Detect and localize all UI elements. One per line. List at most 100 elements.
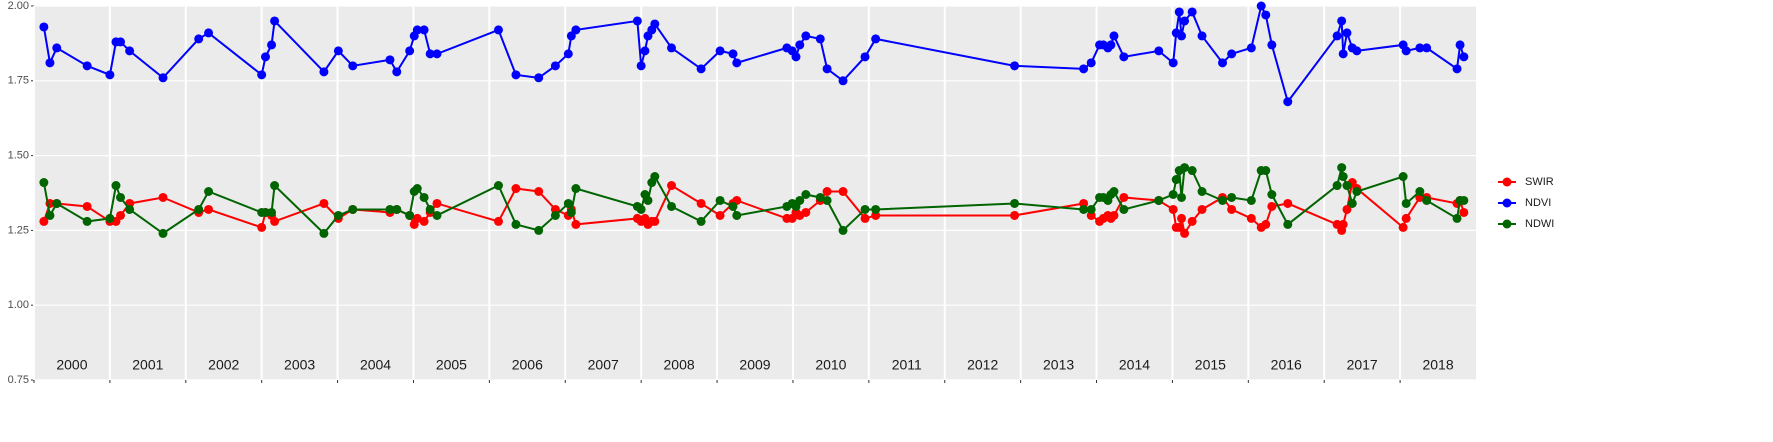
point (45, 210, 55, 220)
point (1283, 97, 1293, 107)
point (319, 228, 329, 238)
point (1267, 40, 1277, 50)
point (534, 187, 544, 197)
point (1352, 46, 1362, 56)
point (1187, 7, 1197, 17)
legend-label: NDWI (1525, 218, 1554, 230)
point (1154, 46, 1164, 56)
point (1227, 204, 1237, 214)
point (1109, 31, 1119, 41)
point (1338, 172, 1348, 182)
point (1347, 198, 1357, 208)
legend-label: NDVI (1525, 197, 1551, 209)
point (822, 195, 832, 205)
point (432, 49, 442, 59)
point (534, 225, 544, 235)
point (571, 184, 581, 194)
x-tick-label: 2009 (739, 357, 770, 373)
point (385, 55, 395, 65)
point (39, 22, 49, 32)
point (1261, 166, 1271, 176)
point (667, 201, 677, 211)
point (1246, 43, 1256, 53)
point (1422, 43, 1432, 53)
point (1342, 204, 1352, 214)
point (385, 204, 395, 214)
point (696, 198, 706, 208)
point (319, 67, 329, 77)
point (45, 58, 55, 68)
point (1422, 195, 1432, 205)
point (1187, 216, 1197, 226)
point (1227, 49, 1237, 59)
point (1171, 175, 1181, 185)
point (158, 228, 168, 238)
point (571, 219, 581, 229)
point (566, 207, 576, 217)
point (871, 204, 881, 214)
x-tick-label: 2012 (967, 357, 998, 373)
point (1180, 163, 1190, 173)
point (511, 184, 521, 194)
point (1261, 10, 1271, 20)
point (333, 46, 343, 56)
point (1174, 222, 1184, 232)
point (1106, 40, 1116, 50)
point (1332, 31, 1342, 41)
point (39, 216, 49, 226)
point (696, 216, 706, 226)
point (82, 216, 92, 226)
point (815, 34, 825, 44)
point (158, 192, 168, 202)
point (640, 46, 650, 56)
point (419, 25, 429, 35)
point (432, 210, 442, 220)
point (1459, 207, 1469, 217)
point (1197, 204, 1207, 214)
point (1168, 189, 1178, 199)
point (1338, 219, 1348, 229)
point (1415, 43, 1425, 53)
point (412, 184, 422, 194)
y-tick-label: 1.50 (8, 150, 29, 162)
x-tick-label: 2013 (1043, 357, 1074, 373)
point (105, 70, 115, 80)
y-tick-label: 1.00 (8, 299, 29, 311)
point (1197, 31, 1207, 41)
point (728, 49, 738, 59)
point (1261, 219, 1271, 229)
panel (34, 6, 1476, 380)
point (1455, 40, 1465, 50)
point (1086, 58, 1096, 68)
point (871, 34, 881, 44)
y-tick-label: 1.25 (8, 224, 29, 236)
point (267, 207, 277, 217)
point (715, 210, 725, 220)
point (1109, 187, 1119, 197)
point (1452, 64, 1462, 74)
point (425, 49, 435, 59)
point (1332, 181, 1342, 191)
point (791, 52, 801, 62)
point (1398, 222, 1408, 232)
point (860, 52, 870, 62)
x-tick-label: 2004 (360, 357, 391, 373)
point (204, 28, 214, 38)
y-tick-label: 0.75 (8, 374, 29, 386)
point (204, 204, 214, 214)
point (257, 70, 267, 80)
point (822, 187, 832, 197)
point (267, 40, 277, 50)
point (111, 181, 121, 191)
x-tick-label: 2003 (284, 357, 315, 373)
x-tick-label: 2015 (1195, 357, 1226, 373)
point (1246, 213, 1256, 223)
point (728, 201, 738, 211)
point (1352, 187, 1362, 197)
x-tick-label: 2010 (815, 357, 846, 373)
x-tick-label: 2018 (1422, 357, 1453, 373)
point (412, 25, 422, 35)
point (419, 216, 429, 226)
point (1415, 187, 1425, 197)
point (405, 210, 415, 220)
